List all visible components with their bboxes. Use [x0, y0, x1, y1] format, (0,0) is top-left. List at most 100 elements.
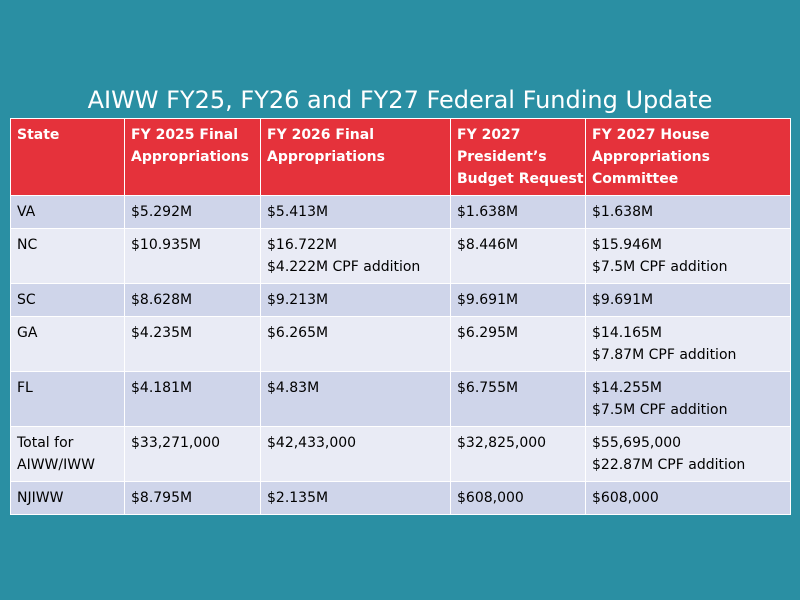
table-row: SC $8.628M $9.213M $9.691M $9.691M: [10, 283, 791, 317]
funding-cell: $6.265M: [260, 316, 451, 372]
cell-text: $4.83M: [267, 380, 320, 396]
funding-cell: $6.755M: [450, 371, 586, 427]
cell-text: $15.946M: [592, 237, 662, 253]
table-body: VA $5.292M $5.413M $1.638M $1.638M NC $10.935M…: [10, 195, 791, 515]
funding-cell: $33,271,000: [124, 426, 261, 482]
column-header-text: FY 2025 Final: [131, 127, 238, 143]
funding-cell: $55,695,000 $22.87M CPF addition: [585, 426, 791, 482]
funding-cell: $8.795M: [124, 481, 261, 515]
cell-text: $8.446M: [457, 237, 519, 253]
cell-text: $7.5M CPF addition: [592, 402, 728, 418]
cell-text: $55,695,000: [592, 435, 682, 451]
funding-cell: $14.255M $7.5M CPF addition: [585, 371, 791, 427]
cell-text: $5.292M: [131, 204, 193, 220]
funding-cell: $2.135M: [260, 481, 451, 515]
cell-text: VA: [17, 204, 36, 220]
column-header: FY 2027 President’s Budget Request: [450, 118, 586, 196]
column-header-text: Appropriations: [131, 149, 249, 165]
cell-text: $1.638M: [457, 204, 519, 220]
cell-text: FL: [17, 380, 33, 396]
funding-cell: $6.295M: [450, 316, 586, 372]
cell-text: $8.795M: [131, 490, 193, 506]
funding-cell: $32,825,000: [450, 426, 586, 482]
cell-text: $2.135M: [267, 490, 329, 506]
column-header-text: FY 2027: [457, 127, 521, 143]
column-header-text: Appropriations: [267, 149, 385, 165]
column-header: FY 2025 Final Appropriations: [124, 118, 261, 196]
funding-cell: $4.235M: [124, 316, 261, 372]
state-cell: VA: [10, 195, 125, 229]
cell-text: $5.413M: [267, 204, 329, 220]
header-row: State FY 2025 Final Appropriations FY 2026 …: [10, 118, 791, 196]
cell-text: $6.265M: [267, 325, 329, 341]
cell-text: $6.295M: [457, 325, 519, 341]
column-header-text: President’s: [457, 149, 547, 165]
cell-text: $7.87M CPF addition: [592, 347, 737, 363]
cell-text: $42,433,000: [267, 435, 357, 451]
cell-text: $608,000: [457, 490, 524, 506]
funding-cell: $608,000: [585, 481, 791, 515]
funding-cell: $9.691M: [450, 283, 586, 317]
cell-text: $608,000: [592, 490, 659, 506]
funding-cell: $1.638M: [585, 195, 791, 229]
column-header: FY 2026 Final Appropriations: [260, 118, 451, 196]
funding-cell: $8.446M: [450, 228, 586, 284]
column-header: State: [10, 118, 125, 196]
state-cell: FL: [10, 371, 125, 427]
column-header-text: FY 2026 Final: [267, 127, 374, 143]
funding-table: State FY 2025 Final Appropriations FY 2026 …: [10, 118, 791, 515]
funding-cell: $8.628M: [124, 283, 261, 317]
cell-text: NJIWW: [17, 490, 64, 506]
cell-text: NC: [17, 237, 38, 253]
state-cell: NJIWW: [10, 481, 125, 515]
table-row: GA $4.235M $6.265M $6.295M $14.165M $7.87M CP…: [10, 316, 791, 372]
column-header-text: Committee: [592, 171, 679, 187]
cell-text: $9.691M: [457, 292, 519, 308]
table-row: VA $5.292M $5.413M $1.638M $1.638M: [10, 195, 791, 229]
cell-text: $6.755M: [457, 380, 519, 396]
funding-cell: $5.292M: [124, 195, 261, 229]
cell-text: $7.5M CPF addition: [592, 259, 728, 275]
cell-text: $33,271,000: [131, 435, 221, 451]
column-header-text: FY 2027 House: [592, 127, 710, 143]
table-row: NJIWW $8.795M $2.135M $608,000 $608,000: [10, 481, 791, 515]
state-cell: NC: [10, 228, 125, 284]
cell-text: $14.255M: [592, 380, 662, 396]
cell-text: $4.181M: [131, 380, 193, 396]
funding-cell: $16.722M $4.222M CPF addition: [260, 228, 451, 284]
cell-text: $9.691M: [592, 292, 654, 308]
cell-text: AIWW/IWW: [17, 457, 95, 473]
funding-cell: $1.638M: [450, 195, 586, 229]
table-row: NC $10.935M $16.722M $4.222M CPF addition $8…: [10, 228, 791, 284]
funding-cell: $9.691M: [585, 283, 791, 317]
funding-cell: $9.213M: [260, 283, 451, 317]
funding-cell: $5.413M: [260, 195, 451, 229]
funding-table-container: State FY 2025 Final Appropriations FY 2026 …: [10, 118, 791, 515]
cell-text: $32,825,000: [457, 435, 547, 451]
state-cell: Total for AIWW/IWW: [10, 426, 125, 482]
cell-text: $4.222M CPF addition: [267, 259, 421, 275]
cell-text: Total for: [17, 435, 74, 451]
table-row: FL $4.181M $4.83M $6.755M $14.255M $7.5M CPF …: [10, 371, 791, 427]
cell-text: $22.87M CPF addition: [592, 457, 746, 473]
slide-title: AIWW FY25, FY26 and FY27 Federal Funding…: [87, 86, 713, 114]
funding-cell: $14.165M $7.87M CPF addition: [585, 316, 791, 372]
cell-text: $14.165M: [592, 325, 662, 341]
column-header-text: Appropriations: [592, 149, 710, 165]
funding-cell: $15.946M $7.5M CPF addition: [585, 228, 791, 284]
cell-text: $9.213M: [267, 292, 329, 308]
funding-cell: $608,000: [450, 481, 586, 515]
state-cell: SC: [10, 283, 125, 317]
funding-cell: $10.935M: [124, 228, 261, 284]
cell-text: GA: [17, 325, 38, 341]
funding-cell: $42,433,000: [260, 426, 451, 482]
cell-text: $10.935M: [131, 237, 201, 253]
funding-cell: $4.181M: [124, 371, 261, 427]
cell-text: $1.638M: [592, 204, 654, 220]
state-cell: GA: [10, 316, 125, 372]
cell-text: $4.235M: [131, 325, 193, 341]
funding-cell: $4.83M: [260, 371, 451, 427]
column-header: FY 2027 House Appropriations Committee: [585, 118, 791, 196]
table-row: Total for AIWW/IWW $33,271,000 $42,433,000 $…: [10, 426, 791, 482]
cell-text: $16.722M: [267, 237, 337, 253]
